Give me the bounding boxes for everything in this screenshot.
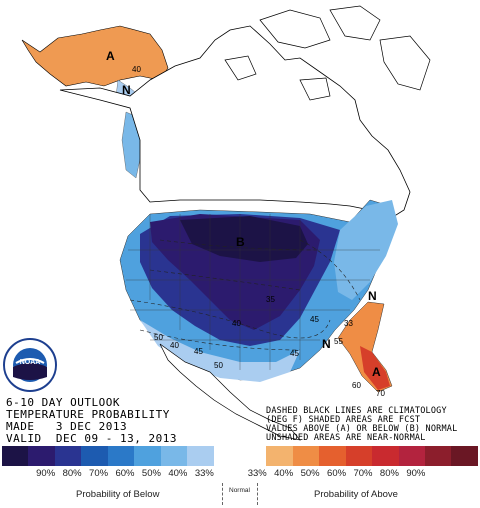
contour-label: 45 bbox=[290, 349, 299, 358]
outlook-map: A N B N N A 40 50 50 40 45 40 35 60 70 4… bbox=[3, 5, 458, 445]
contour-label: 50 bbox=[154, 333, 163, 342]
legend-swatch bbox=[81, 446, 108, 466]
legend-swatch bbox=[319, 446, 346, 466]
legend-tick-label: 70% bbox=[353, 468, 373, 479]
contour-label: 45 bbox=[310, 315, 319, 324]
legend-tick-label: 50% bbox=[300, 468, 320, 479]
legend-swatch bbox=[345, 446, 373, 466]
region-letter-alaska: A bbox=[106, 49, 115, 63]
legend-swatch bbox=[398, 446, 425, 466]
mexico-outline bbox=[159, 343, 301, 441]
legend-divider-right bbox=[257, 483, 258, 505]
arctic-island-4 bbox=[224, 55, 257, 81]
outlook-made-date: MADE 3 DEC 2013 bbox=[6, 420, 128, 433]
legend-swatch bbox=[451, 446, 478, 466]
region-letter-east-normal: N bbox=[368, 289, 377, 303]
legend-swatch bbox=[160, 446, 188, 466]
noaa-logo-text: NOAA bbox=[20, 359, 41, 366]
legend-tick-label: 90% bbox=[406, 468, 426, 479]
legend-swatch bbox=[2, 446, 29, 466]
legend-swatch bbox=[292, 446, 320, 466]
legend-tick-label: 40% bbox=[274, 468, 294, 479]
contour-label: 35 bbox=[266, 295, 275, 304]
probability-legend-bar bbox=[2, 446, 478, 466]
legend-swatch bbox=[213, 446, 240, 466]
contour-label: 40 bbox=[232, 319, 241, 328]
normal-category-label: Normal bbox=[229, 487, 250, 494]
contour-label: 40 bbox=[170, 341, 179, 350]
legend-tick-label: 70% bbox=[89, 468, 109, 479]
contour-label: 40 bbox=[132, 65, 141, 74]
florida-above-core bbox=[360, 346, 390, 390]
legend-tick-label: 90% bbox=[36, 468, 56, 479]
region-letter-florida-above: A bbox=[372, 365, 381, 379]
arctic-island-1 bbox=[259, 9, 331, 49]
north-america-map: A N B N N A 40 50 50 40 45 40 35 60 70 4… bbox=[21, 5, 431, 441]
us-south-light-region bbox=[140, 320, 300, 382]
climatology-contours bbox=[129, 239, 361, 351]
map-note-line: UNSHADED AREAS ARE NEAR-NORMAL bbox=[266, 433, 426, 443]
legend-tick-label: 80% bbox=[62, 468, 82, 479]
arctic-island-2 bbox=[329, 5, 381, 41]
legend-tick-label: 60% bbox=[327, 468, 347, 479]
region-letter-alaska-normal: N bbox=[122, 83, 131, 97]
canada-outline bbox=[59, 25, 411, 221]
contour-label: 60 bbox=[352, 381, 361, 390]
contour-label: 55 bbox=[334, 337, 343, 346]
legend-divider-left bbox=[222, 483, 223, 505]
contour-label: 33 bbox=[344, 319, 353, 328]
legend-swatch bbox=[28, 446, 55, 466]
arctic-island-3 bbox=[379, 35, 431, 91]
map-note-line: VALUES ABOVE (A) OR BELOW (B) NORMAL bbox=[266, 424, 458, 434]
legend-swatch bbox=[187, 446, 214, 466]
contour-label: 45 bbox=[194, 347, 203, 356]
region-letter-gulf-normal: N bbox=[322, 337, 331, 351]
arctic-island-5 bbox=[299, 77, 331, 101]
legend-tick-label: 80% bbox=[379, 468, 399, 479]
legend-swatch bbox=[107, 446, 135, 466]
contour-label: 50 bbox=[214, 361, 223, 370]
above-category-label: Probability of Above bbox=[314, 489, 398, 500]
legend-tick-label: 50% bbox=[141, 468, 161, 479]
legend-swatch bbox=[266, 446, 293, 466]
legend-swatch bbox=[372, 446, 399, 466]
legend-swatch bbox=[134, 446, 161, 466]
below-category-label: Probability of Below bbox=[76, 489, 160, 500]
legend-tick-label: 33% bbox=[247, 468, 267, 479]
legend-tick-label: 40% bbox=[168, 468, 188, 479]
outlook-valid-dates: VALID DEC 09 - 13, 2013 bbox=[6, 432, 177, 445]
outlook-title: 6-10 DAY OUTLOOK bbox=[6, 396, 120, 409]
legend-tick-label: 33% bbox=[194, 468, 214, 479]
map-note-line: DASHED BLACK LINES ARE CLIMATOLOGY bbox=[266, 406, 447, 416]
us-below-region-deepest bbox=[180, 216, 308, 262]
legend-swatch bbox=[425, 446, 452, 466]
legend-tick-label: 60% bbox=[115, 468, 135, 479]
alaska-above-region bbox=[21, 25, 169, 87]
state-lines bbox=[126, 214, 380, 370]
legend-swatch bbox=[54, 446, 82, 466]
noaa-logo: NOAA bbox=[3, 338, 57, 392]
outlook-subtitle: TEMPERATURE PROBABILITY bbox=[6, 408, 170, 421]
map-note-line: (DEG F) SHADED AREAS ARE FCST bbox=[266, 415, 421, 425]
region-letter-central-below: B bbox=[236, 235, 245, 249]
legend-swatch bbox=[239, 446, 267, 466]
legend-tick-row: 90% 80% 70% 60% 50% 40% 33% 33% 40% 50% 60% 70% 80% 9… bbox=[2, 468, 478, 482]
contour-label: 70 bbox=[376, 389, 385, 398]
